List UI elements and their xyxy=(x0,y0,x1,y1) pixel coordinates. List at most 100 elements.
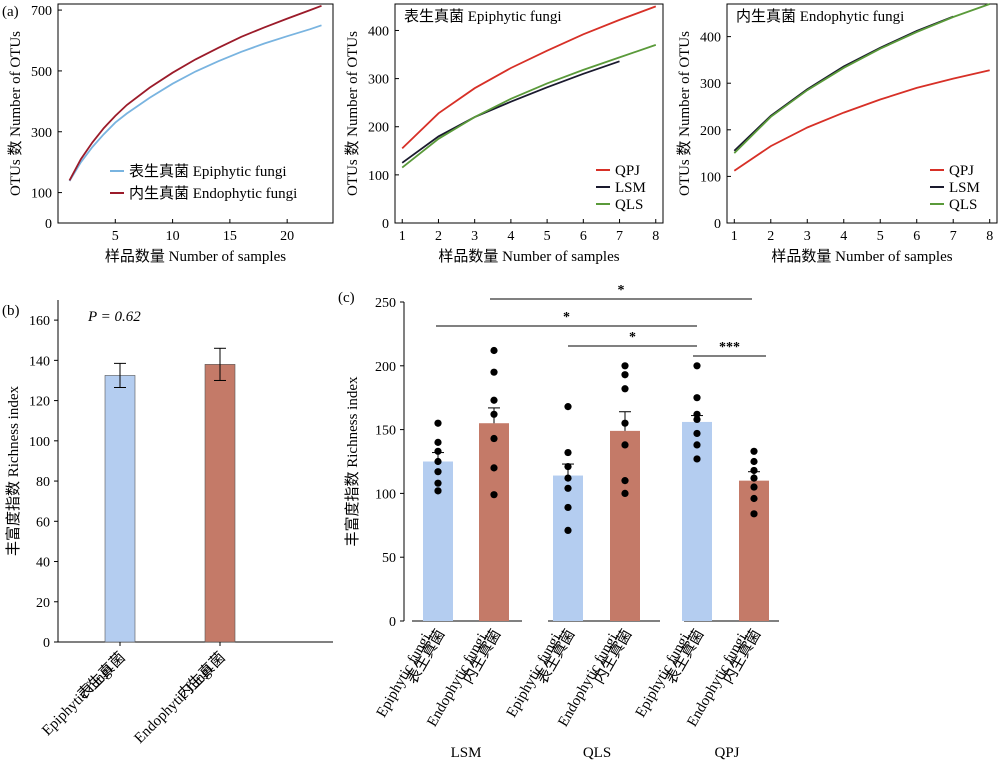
data-point xyxy=(750,510,758,518)
x-tick-label: 1 xyxy=(731,229,738,244)
chart-b: 0 20 40 60 80 100 120 140 160 丰富度指数 Richness inde… xyxy=(4,300,333,747)
data-point xyxy=(621,371,629,379)
x-tick-label: 8 xyxy=(652,229,659,244)
plot-frame xyxy=(57,3,334,224)
y-tick-label: 50 xyxy=(382,551,396,566)
p-value-annotation: P = 0.62 xyxy=(87,309,141,325)
y-tick-label: 100 xyxy=(368,169,389,184)
chart-a3: 1 2 3 4 5 6 7 8 0 100 200 300 400 样品数量 Number of samp… xyxy=(676,3,998,265)
x-tick-label: 5 xyxy=(544,229,551,244)
x-tick-label: 7 xyxy=(616,229,623,244)
bar xyxy=(610,430,640,621)
bar xyxy=(553,475,583,621)
data-point xyxy=(490,396,498,404)
series-line-fungi xyxy=(68,24,322,182)
y-tick-label: 100 xyxy=(31,187,52,202)
data-point xyxy=(750,466,758,475)
data-point xyxy=(621,441,629,449)
y-tick-label: 400 xyxy=(700,31,721,46)
bar xyxy=(682,421,712,621)
x-tick-label: 20 xyxy=(280,229,294,244)
y-tick-label: 300 xyxy=(368,73,389,88)
series-line-fungi xyxy=(68,4,322,181)
y-tick-label: 200 xyxy=(375,360,396,375)
x-tick-label: 5 xyxy=(877,229,884,244)
data-point xyxy=(693,362,701,370)
data-point xyxy=(434,419,442,427)
series-line-lsm xyxy=(401,60,620,164)
y-tick-label: 700 xyxy=(31,4,52,19)
data-point xyxy=(490,464,498,472)
data-point xyxy=(564,474,572,482)
bar xyxy=(104,375,136,643)
bar xyxy=(204,364,236,643)
y-tick-label: 0 xyxy=(45,217,52,232)
y-tick-label: 140 xyxy=(29,354,50,369)
x-tick-label: 5 xyxy=(112,229,119,244)
data-point xyxy=(490,491,498,499)
y-tick-label: 120 xyxy=(29,395,50,410)
y-tick-label: 150 xyxy=(375,424,396,439)
data-point xyxy=(434,438,442,446)
x-tick-label: 15 xyxy=(223,229,237,244)
series-line-qpj xyxy=(401,5,657,150)
chart-title: 内生真菌 Endophytic fungi xyxy=(736,7,904,25)
data-point xyxy=(621,477,629,485)
panel-label-b: (b) xyxy=(2,303,20,319)
data-point xyxy=(693,429,701,438)
data-point xyxy=(621,419,629,427)
y-tick-label: 500 xyxy=(31,65,52,80)
data-point xyxy=(434,457,442,466)
y-axis-label: 丰富度指数 Richness index xyxy=(343,376,361,546)
data-point xyxy=(750,457,758,466)
legend-label: QPJ xyxy=(615,163,640,179)
legend-label: 内生真菌 Endophytic fungi xyxy=(129,184,297,202)
legend-label: LSM xyxy=(949,180,980,196)
data-point xyxy=(434,487,442,495)
series-line-qls xyxy=(401,44,657,169)
data-point xyxy=(490,346,498,355)
y-axis-label: 丰富度指数 Richness index xyxy=(4,386,22,556)
y-tick-label: 100 xyxy=(29,435,50,450)
x-axis-label: 样品数量 Number of samples xyxy=(105,248,286,265)
y-tick-label: 0 xyxy=(43,636,50,651)
group-label: LSM xyxy=(451,745,482,761)
legend-label: 表生真菌 Epiphytic fungi xyxy=(129,162,287,180)
data-point xyxy=(693,455,701,463)
data-point xyxy=(750,447,758,455)
x-tick-label-en: Epiphytic fungi xyxy=(633,631,694,720)
data-point xyxy=(750,483,758,491)
y-tick-label: 300 xyxy=(700,77,721,92)
chart-title: 表生真菌 Epiphytic fungi xyxy=(404,7,562,25)
y-tick-label: 0 xyxy=(382,217,389,232)
significance-label: *** xyxy=(719,340,740,355)
bar xyxy=(739,480,769,621)
x-tick-label: 6 xyxy=(580,229,587,244)
data-point xyxy=(693,415,701,423)
data-point xyxy=(621,385,629,393)
x-tick-label: 2 xyxy=(767,229,774,244)
y-axis-label: OTUs 数 Number of OTUs xyxy=(676,31,693,196)
data-point xyxy=(621,362,629,370)
y-tick-label: 80 xyxy=(36,475,50,490)
x-tick-label: 3 xyxy=(804,229,811,244)
x-axis-label: 样品数量 Number of samples xyxy=(438,248,619,265)
plot-frame xyxy=(726,3,998,224)
x-tick-label: 3 xyxy=(471,229,478,244)
x-axis-label: 样品数量 Number of samples xyxy=(771,248,952,265)
data-point xyxy=(621,489,629,497)
data-point xyxy=(564,448,572,457)
data-point xyxy=(564,484,572,492)
panel-label-c: (c) xyxy=(338,290,355,306)
significance-label: * xyxy=(618,283,625,298)
data-point xyxy=(564,403,572,411)
data-point xyxy=(490,434,498,443)
x-tick-label: 10 xyxy=(166,229,180,244)
y-tick-label: 60 xyxy=(36,515,50,530)
x-tick-label-en: Epiphytic fungi xyxy=(39,662,117,740)
y-tick-label: 0 xyxy=(389,615,396,630)
legend-label: QLS xyxy=(949,197,977,213)
y-tick-label: 200 xyxy=(700,124,721,139)
